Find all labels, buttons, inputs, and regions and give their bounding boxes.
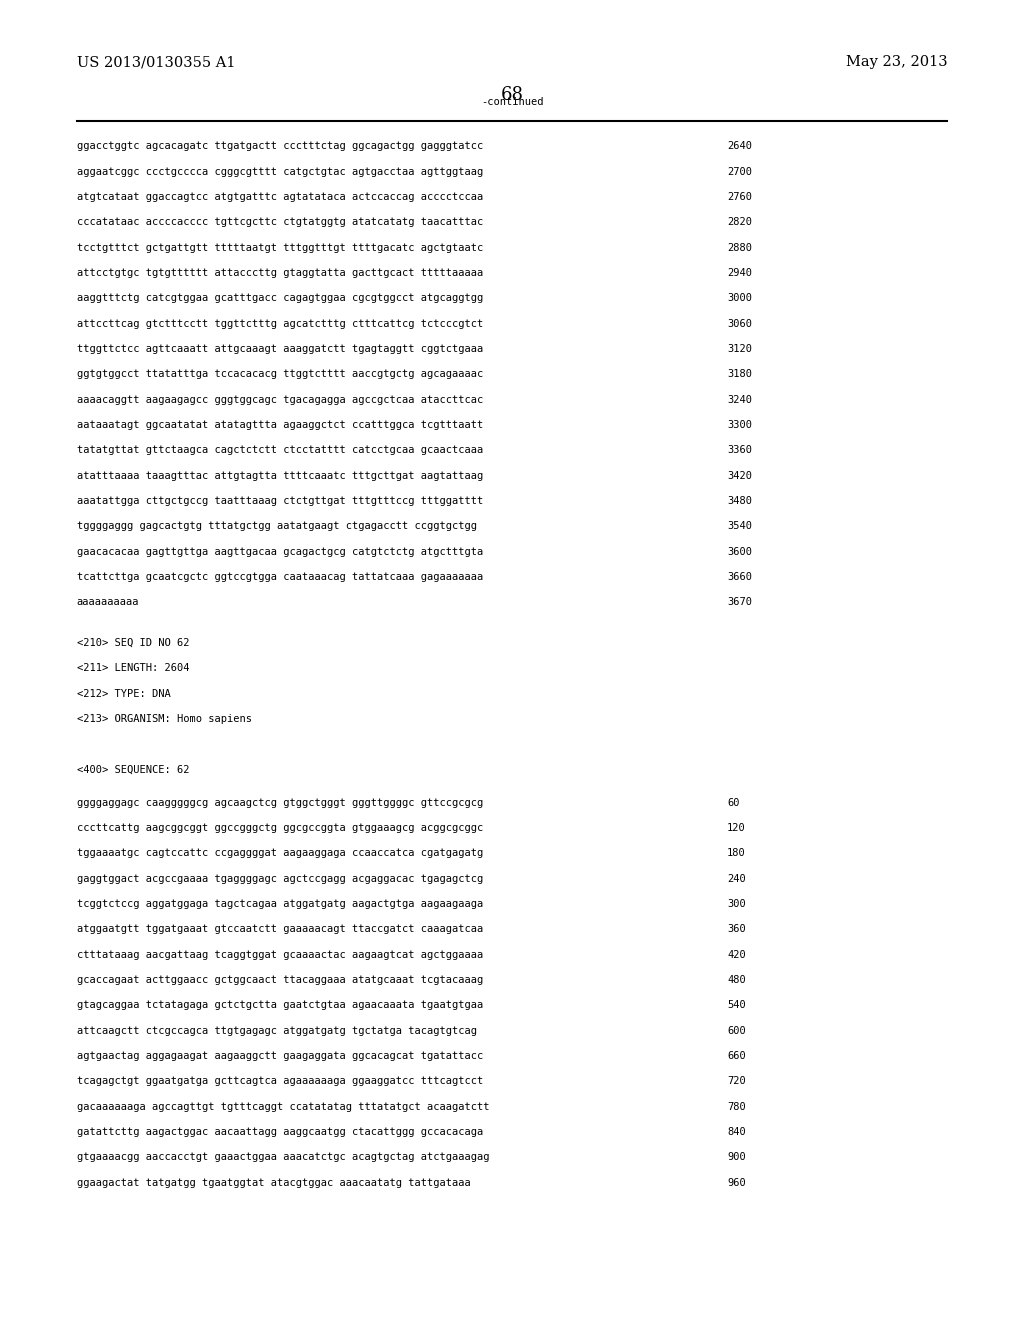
Text: 420: 420 bbox=[727, 949, 745, 960]
Text: 3180: 3180 bbox=[727, 370, 752, 379]
Text: 3600: 3600 bbox=[727, 546, 752, 557]
Text: cccatataac accccacccc tgttcgcttc ctgtatggtg atatcatatg taacatttac: cccatataac accccacccc tgttcgcttc ctgtatg… bbox=[77, 218, 483, 227]
Text: <210> SEQ ID NO 62: <210> SEQ ID NO 62 bbox=[77, 638, 189, 648]
Text: 2760: 2760 bbox=[727, 191, 752, 202]
Text: atggaatgtt tggatgaaat gtccaatctt gaaaaacagt ttaccgatct caaagatcaa: atggaatgtt tggatgaaat gtccaatctt gaaaaac… bbox=[77, 924, 483, 935]
Text: 300: 300 bbox=[727, 899, 745, 909]
Text: 600: 600 bbox=[727, 1026, 745, 1036]
Text: 60: 60 bbox=[727, 797, 739, 808]
Text: gtagcaggaa tctatagaga gctctgctta gaatctgtaa agaacaaata tgaatgtgaa: gtagcaggaa tctatagaga gctctgctta gaatctg… bbox=[77, 1001, 483, 1010]
Text: tatatgttat gttctaagca cagctctctt ctcctatttt catcctgcaa gcaactcaaa: tatatgttat gttctaagca cagctctctt ctcctat… bbox=[77, 445, 483, 455]
Text: -continued: -continued bbox=[480, 96, 544, 107]
Text: 3000: 3000 bbox=[727, 293, 752, 304]
Text: gaacacacaa gagttgttga aagttgacaa gcagactgcg catgtctctg atgctttgta: gaacacacaa gagttgttga aagttgacaa gcagact… bbox=[77, 546, 483, 557]
Text: <213> ORGANISM: Homo sapiens: <213> ORGANISM: Homo sapiens bbox=[77, 714, 252, 723]
Text: ggacctggtc agcacagatc ttgatgactt ccctttctag ggcagactgg gagggtatcc: ggacctggtc agcacagatc ttgatgactt ccctttc… bbox=[77, 141, 483, 152]
Text: 540: 540 bbox=[727, 1001, 745, 1010]
Text: 3660: 3660 bbox=[727, 572, 752, 582]
Text: <400> SEQUENCE: 62: <400> SEQUENCE: 62 bbox=[77, 764, 189, 775]
Text: agtgaactag aggagaagat aagaaggctt gaagaggata ggcacagcat tgatattacc: agtgaactag aggagaagat aagaaggctt gaagagg… bbox=[77, 1051, 483, 1061]
Text: 180: 180 bbox=[727, 849, 745, 858]
Text: atgtcataat ggaccagtcc atgtgatttc agtatataca actccaccag acccctccaa: atgtcataat ggaccagtcc atgtgatttc agtatat… bbox=[77, 191, 483, 202]
Text: 660: 660 bbox=[727, 1051, 745, 1061]
Text: ggggaggagc caagggggcg agcaagctcg gtggctgggt gggttggggc gttccgcgcg: ggggaggagc caagggggcg agcaagctcg gtggctg… bbox=[77, 797, 483, 808]
Text: tcctgtttct gctgattgtt tttttaatgt tttggtttgt ttttgacatc agctgtaatc: tcctgtttct gctgattgtt tttttaatgt tttggtt… bbox=[77, 243, 483, 252]
Text: 720: 720 bbox=[727, 1076, 745, 1086]
Text: <211> LENGTH: 2604: <211> LENGTH: 2604 bbox=[77, 664, 189, 673]
Text: tggggaggg gagcactgtg tttatgctgg aatatgaagt ctgagacctt ccggtgctgg: tggggaggg gagcactgtg tttatgctgg aatatgaa… bbox=[77, 521, 477, 532]
Text: atatttaaaa taaagtttac attgtagtta ttttcaaatc tttgcttgat aagtattaag: atatttaaaa taaagtttac attgtagtta ttttcaa… bbox=[77, 471, 483, 480]
Text: 3300: 3300 bbox=[727, 420, 752, 430]
Text: aaaaaaaaaa: aaaaaaaaaa bbox=[77, 598, 139, 607]
Text: gatattcttg aagactggac aacaattagg aaggcaatgg ctacattggg gccacacaga: gatattcttg aagactggac aacaattagg aaggcaa… bbox=[77, 1127, 483, 1137]
Text: 840: 840 bbox=[727, 1127, 745, 1137]
Text: 3240: 3240 bbox=[727, 395, 752, 405]
Text: 240: 240 bbox=[727, 874, 745, 883]
Text: ctttataaag aacgattaag tcaggtggat gcaaaactac aagaagtcat agctggaaaa: ctttataaag aacgattaag tcaggtggat gcaaaac… bbox=[77, 949, 483, 960]
Text: 3060: 3060 bbox=[727, 318, 752, 329]
Text: gaggtggact acgccgaaaa tgaggggagc agctccgagg acgaggacac tgagagctcg: gaggtggact acgccgaaaa tgaggggagc agctccg… bbox=[77, 874, 483, 883]
Text: gtgaaaacgg aaccacctgt gaaactggaa aaacatctgc acagtgctag atctgaaagag: gtgaaaacgg aaccacctgt gaaactggaa aaacatc… bbox=[77, 1152, 489, 1163]
Text: 2700: 2700 bbox=[727, 166, 752, 177]
Text: 2820: 2820 bbox=[727, 218, 752, 227]
Text: tcattcttga gcaatcgctc ggtccgtgga caataaacag tattatcaaa gagaaaaaaa: tcattcttga gcaatcgctc ggtccgtgga caataaa… bbox=[77, 572, 483, 582]
Text: 3120: 3120 bbox=[727, 345, 752, 354]
Text: US 2013/0130355 A1: US 2013/0130355 A1 bbox=[77, 55, 236, 70]
Text: 3670: 3670 bbox=[727, 598, 752, 607]
Text: 360: 360 bbox=[727, 924, 745, 935]
Text: 2880: 2880 bbox=[727, 243, 752, 252]
Text: aggaatcggc ccctgcccca cgggcgtttt catgctgtac agtgacctaa agttggtaag: aggaatcggc ccctgcccca cgggcgtttt catgctg… bbox=[77, 166, 483, 177]
Text: ttggttctcc agttcaaatt attgcaaagt aaaggatctt tgagtaggtt cggtctgaaa: ttggttctcc agttcaaatt attgcaaagt aaaggat… bbox=[77, 345, 483, 354]
Text: 3540: 3540 bbox=[727, 521, 752, 532]
Text: aaggtttctg catcgtggaa gcatttgacc cagagtggaa cgcgtggcct atgcaggtgg: aaggtttctg catcgtggaa gcatttgacc cagagtg… bbox=[77, 293, 483, 304]
Text: 3360: 3360 bbox=[727, 445, 752, 455]
Text: tggaaaatgc cagtccattc ccgaggggat aagaaggaga ccaaccatca cgatgagatg: tggaaaatgc cagtccattc ccgaggggat aagaagg… bbox=[77, 849, 483, 858]
Text: 900: 900 bbox=[727, 1152, 745, 1163]
Text: cccttcattg aagcggcggt ggccgggctg ggcgccggta gtggaaagcg acggcgcggc: cccttcattg aagcggcggt ggccgggctg ggcgccg… bbox=[77, 822, 483, 833]
Text: ggtgtggcct ttatatttga tccacacacg ttggtctttt aaccgtgctg agcagaaaac: ggtgtggcct ttatatttga tccacacacg ttggtct… bbox=[77, 370, 483, 379]
Text: gcaccagaat acttggaacc gctggcaact ttacaggaaa atatgcaaat tcgtacaaag: gcaccagaat acttggaacc gctggcaact ttacagg… bbox=[77, 975, 483, 985]
Text: attcaagctt ctcgccagca ttgtgagagc atggatgatg tgctatga tacagtgtcag: attcaagctt ctcgccagca ttgtgagagc atggatg… bbox=[77, 1026, 477, 1036]
Text: 3480: 3480 bbox=[727, 496, 752, 506]
Text: 2640: 2640 bbox=[727, 141, 752, 152]
Text: ggaagactat tatgatgg tgaatggtat atacgtggac aaacaatatg tattgataaa: ggaagactat tatgatgg tgaatggtat atacgtgga… bbox=[77, 1177, 471, 1188]
Text: 120: 120 bbox=[727, 822, 745, 833]
Text: attccttcag gtctttcctt tggttctttg agcatctttg ctttcattcg tctcccgtct: attccttcag gtctttcctt tggttctttg agcatct… bbox=[77, 318, 483, 329]
Text: gacaaaaaaga agccagttgt tgtttcaggt ccatatatag tttatatgct acaagatctt: gacaaaaaaga agccagttgt tgtttcaggt ccatat… bbox=[77, 1102, 489, 1111]
Text: May 23, 2013: May 23, 2013 bbox=[846, 55, 947, 70]
Text: tcggtctccg aggatggaga tagctcagaa atggatgatg aagactgtga aagaagaaga: tcggtctccg aggatggaga tagctcagaa atggatg… bbox=[77, 899, 483, 909]
Text: attcctgtgc tgtgtttttt attacccttg gtaggtatta gacttgcact tttttaaaaa: attcctgtgc tgtgtttttt attacccttg gtaggta… bbox=[77, 268, 483, 279]
Text: aaatattgga cttgctgccg taatttaaag ctctgttgat tttgtttccg tttggatttt: aaatattgga cttgctgccg taatttaaag ctctgtt… bbox=[77, 496, 483, 506]
Text: aataaatagt ggcaatatat atatagttta agaaggctct ccatttggca tcgtttaatt: aataaatagt ggcaatatat atatagttta agaaggc… bbox=[77, 420, 483, 430]
Text: 3420: 3420 bbox=[727, 471, 752, 480]
Text: 2940: 2940 bbox=[727, 268, 752, 279]
Text: 780: 780 bbox=[727, 1102, 745, 1111]
Text: 68: 68 bbox=[501, 86, 523, 104]
Text: tcagagctgt ggaatgatga gcttcagtca agaaaaaaga ggaaggatcc tttcagtcct: tcagagctgt ggaatgatga gcttcagtca agaaaaa… bbox=[77, 1076, 483, 1086]
Text: 480: 480 bbox=[727, 975, 745, 985]
Text: aaaacaggtt aagaagagcc gggtggcagc tgacagagga agccgctcaa ataccttcac: aaaacaggtt aagaagagcc gggtggcagc tgacaga… bbox=[77, 395, 483, 405]
Text: <212> TYPE: DNA: <212> TYPE: DNA bbox=[77, 689, 171, 698]
Text: 960: 960 bbox=[727, 1177, 745, 1188]
